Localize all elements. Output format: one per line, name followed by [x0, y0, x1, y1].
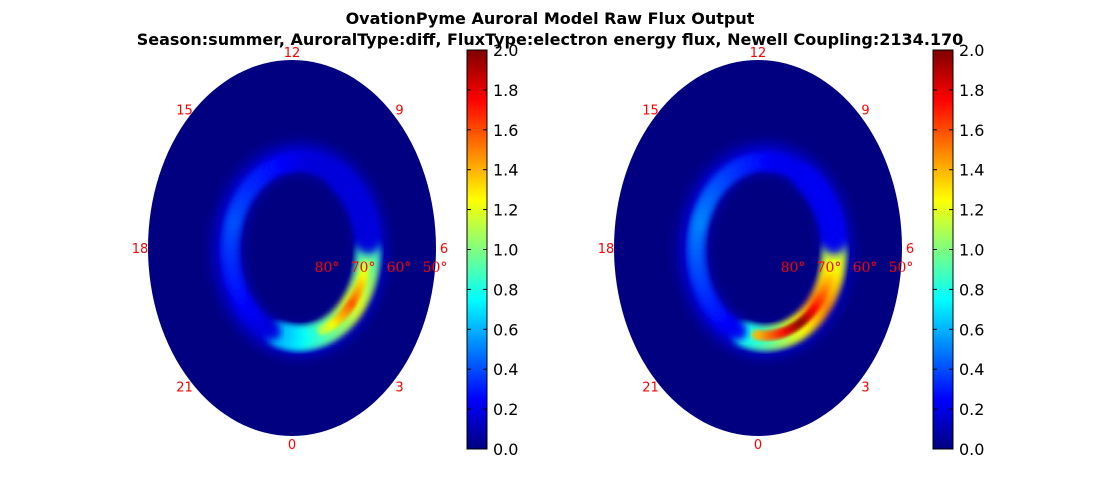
mlt-label: 21: [176, 381, 193, 396]
polar-plot-1: 12 9 6 3 0 21 18 15 80° 70° 60° 50° 0.0 0.2 0.4 0.6 0.8 1…: [132, 41, 519, 459]
flux-background: [148, 60, 436, 436]
latitude-label: 80°: [315, 260, 340, 276]
colorbar-tick-label: 1.6: [959, 121, 984, 140]
mlt-label: 15: [642, 103, 659, 118]
latitude-label: 50°: [423, 260, 448, 276]
mlt-label: 6: [906, 242, 914, 257]
mlt-label: 21: [642, 381, 659, 396]
mlt-label: 18: [598, 242, 615, 257]
colorbar-tick-label: 1.6: [493, 121, 518, 140]
latitude-label: 50°: [889, 260, 914, 276]
figure-title: OvationPyme Auroral Model Raw Flux Outpu…: [0, 8, 1100, 50]
oval-cell: [357, 232, 380, 255]
colorbar-tick-label: 1.2: [959, 201, 984, 220]
mlt-label: 18: [132, 242, 149, 257]
oval-peak-cell: [317, 325, 327, 335]
colorbar-tick-label: 1.8: [493, 81, 518, 100]
colorbar-tick-label: 2.0: [493, 41, 518, 60]
colorbar-tick-label: 0.0: [959, 440, 984, 459]
colorbar: 0.0 0.2 0.4 0.6 0.8 1.0 1.2 1.4 1.6 1.8 2.0: [466, 41, 518, 459]
latitude-label: 70°: [351, 260, 376, 276]
colorbar-tick-label: 0.4: [959, 360, 984, 379]
flux-field: [679, 144, 851, 356]
colorbar-tick-label: 1.8: [959, 81, 984, 100]
colorbar-tick-label: 2.0: [959, 41, 984, 60]
flux-background: [614, 60, 902, 436]
colorbar-tick-label: 0.6: [959, 320, 984, 339]
mlt-label: 3: [395, 381, 403, 396]
mlt-label: 9: [861, 103, 869, 118]
mlt-label: 12: [750, 46, 767, 61]
title-line-2: Season:summer, AuroralType:diff, FluxTyp…: [136, 30, 964, 49]
colorbar-tick-label: 1.0: [959, 241, 984, 260]
colorbar-tick-label: 1.2: [493, 201, 518, 220]
colorbar-tick-label: 0.0: [493, 440, 518, 459]
polar-plot-2: 12 9 6 3 0 21 18 15 80° 70° 60° 50° 0.0 0.2 0.4 0.6 0.8 1…: [598, 41, 985, 459]
latitude-label: 70°: [817, 260, 842, 276]
colorbar-tick-label: 0.2: [493, 400, 518, 419]
latitude-label: 60°: [853, 260, 878, 276]
mlt-label: 3: [861, 381, 869, 396]
oval-peak-cell: [751, 330, 761, 340]
colorbar-tick-label: 0.8: [959, 280, 984, 299]
colorbar-tick-label: 1.4: [493, 161, 518, 180]
colorbar-tick-label: 0.4: [493, 360, 518, 379]
mlt-label: 0: [288, 438, 296, 453]
mlt-label: 6: [440, 242, 448, 257]
mlt-label: 9: [395, 103, 403, 118]
latitude-label: 60°: [387, 260, 412, 276]
colorbar-tick-label: 0.2: [959, 400, 984, 419]
colorbar: 0.0 0.2 0.4 0.6 0.8 1.0 1.2 1.4 1.6 1.8 2.0: [932, 41, 984, 459]
colorbar-tick-label: 0.6: [493, 320, 518, 339]
flux-field: [213, 144, 385, 356]
colorbar-tick-label: 0.8: [493, 280, 518, 299]
oval-cell: [823, 232, 846, 255]
colorbar-tick-label: 1.0: [493, 241, 518, 260]
colorbar-tick-label: 1.4: [959, 161, 984, 180]
mlt-label: 15: [176, 103, 193, 118]
mlt-label: 12: [284, 46, 301, 61]
latitude-label: 80°: [781, 260, 806, 276]
title-line-1: OvationPyme Auroral Model Raw Flux Outpu…: [345, 9, 755, 28]
mlt-label: 0: [754, 438, 762, 453]
